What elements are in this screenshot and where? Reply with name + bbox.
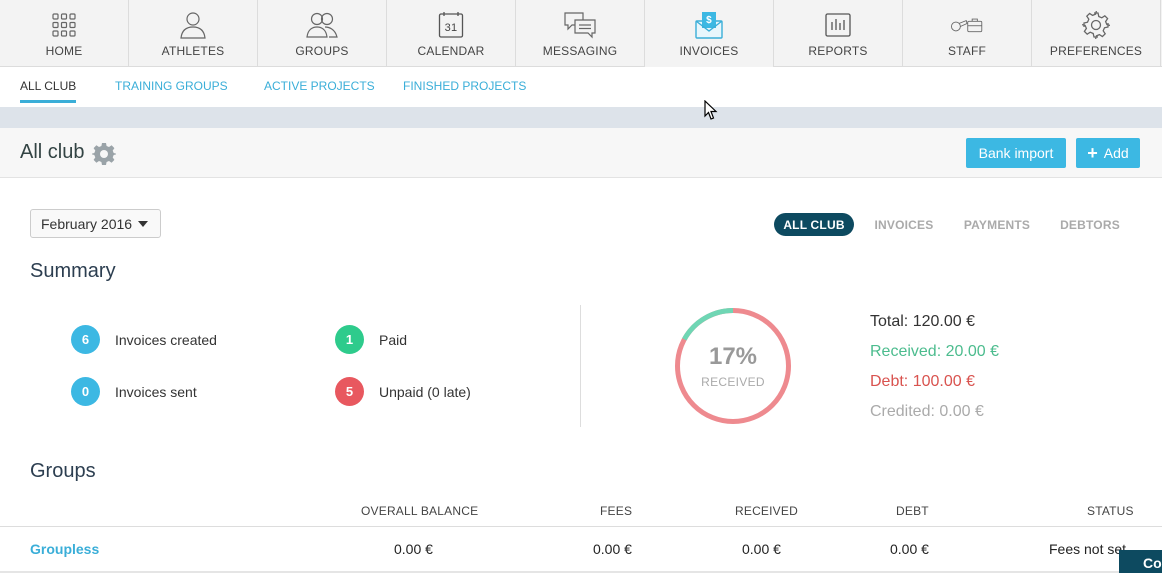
chat-widget-button[interactable]: Co	[1119, 550, 1162, 573]
nav-home[interactable]: HOME	[0, 0, 129, 67]
stat-invoices-created: 6 Invoices created	[71, 325, 217, 354]
month-selector[interactable]: February 2016	[30, 209, 161, 238]
received-donut-chart	[675, 308, 791, 424]
cell-fees: 0.00 €	[593, 541, 632, 557]
col-status: STATUS	[1087, 504, 1134, 518]
add-button[interactable]: + Add	[1076, 138, 1140, 168]
cell-overall-balance: 0.00 €	[394, 541, 433, 557]
nav-reports[interactable]: REPORTS	[774, 0, 903, 67]
invoice-envelope-icon: $	[692, 8, 726, 42]
group-name-link[interactable]: Groupless	[30, 541, 100, 557]
nav-invoices-label: INVOICES	[679, 44, 739, 58]
col-overall-balance: OVERALL BALANCE	[361, 504, 479, 518]
cell-received: 0.00 €	[742, 541, 781, 557]
view-invoices[interactable]: INVOICES	[874, 217, 934, 232]
groups-title: Groups	[30, 460, 96, 482]
chat-bubbles-icon	[563, 8, 597, 42]
nav-athletes-label: ATHLETES	[161, 44, 225, 58]
separator-band	[0, 107, 1162, 128]
col-debt: DEBT	[896, 504, 929, 518]
table-divider	[0, 526, 1162, 527]
bar-report-icon	[821, 8, 855, 42]
add-button-label: Add	[1103, 145, 1129, 161]
cell-debt: 0.00 €	[890, 541, 929, 557]
stat-label: Invoices created	[115, 331, 217, 348]
nav-athletes[interactable]: ATHLETES	[129, 0, 258, 67]
nav-calendar-label: CALENDAR	[417, 44, 485, 58]
main-navigation: HOME ATHLETES GROUPS 31 CALENDAR	[0, 0, 1162, 67]
nav-messaging-label: MESSAGING	[542, 44, 618, 58]
donut-received-arc	[675, 308, 791, 424]
nav-invoices[interactable]: $ INVOICES	[645, 0, 774, 67]
whistle-briefcase-icon	[950, 8, 984, 42]
mouse-cursor-icon	[704, 100, 718, 120]
nav-groups-label: GROUPS	[295, 44, 349, 58]
nav-preferences[interactable]: PREFERENCES	[1032, 0, 1161, 67]
nav-home-label: HOME	[45, 44, 83, 58]
caret-down-icon	[138, 220, 149, 227]
calendar-icon-day: 31	[445, 22, 458, 34]
donut-caption: RECEIVED	[701, 375, 765, 389]
view-debtors[interactable]: DEBTORS	[1060, 217, 1120, 232]
calendar-icon: 31	[434, 8, 468, 42]
people-icon	[305, 8, 339, 42]
bank-import-button[interactable]: Bank import	[966, 138, 1066, 168]
summary-title: Summary	[30, 260, 116, 282]
stat-paid: 1 Paid	[335, 325, 407, 354]
month-selector-value: February 2016	[41, 215, 133, 232]
page-title: All club	[20, 141, 85, 163]
tab-active-projects[interactable]: ACTIVE PROJECTS	[264, 79, 375, 93]
stat-label: Paid	[379, 331, 408, 348]
col-fees: FEES	[600, 504, 633, 518]
nav-staff[interactable]: STAFF	[903, 0, 1032, 67]
tab-finished-projects[interactable]: FINISHED PROJECTS	[403, 79, 527, 93]
nav-messaging[interactable]: MESSAGING	[516, 0, 645, 67]
stat-label: Unpaid (0 late)	[379, 383, 471, 400]
gear-icon	[1079, 8, 1113, 42]
stat-unpaid: 5 Unpaid (0 late)	[335, 377, 471, 406]
nav-reports-label: REPORTS	[808, 44, 868, 58]
stat-count-badge: 6	[71, 325, 100, 354]
stat-count-badge: 1	[335, 325, 364, 354]
nav-staff-label: STAFF	[947, 44, 987, 58]
stat-label: Invoices sent	[115, 383, 197, 400]
sub-tabs: ALL CLUB TRAINING GROUPS ACTIVE PROJECTS…	[0, 67, 1162, 107]
invoice-dollar-sign: $	[706, 15, 712, 26]
person-icon	[176, 8, 210, 42]
col-received: RECEIVED	[735, 504, 798, 518]
page-header: All club Bank import + Add	[0, 128, 1162, 178]
nav-calendar[interactable]: 31 CALENDAR	[387, 0, 516, 67]
grid-icon	[47, 8, 81, 42]
view-payments[interactable]: PAYMENTS	[963, 217, 1031, 232]
tab-all-club[interactable]: ALL CLUB	[20, 79, 77, 103]
debt-amount: Debt: 100.00 €	[870, 373, 975, 390]
cell-status: Fees not set	[1049, 541, 1127, 557]
stat-count-badge: 5	[335, 377, 364, 406]
received-amount: Received: 20.00 €	[870, 343, 999, 360]
nav-preferences-label: PREFERENCES	[1049, 44, 1143, 58]
stat-count-badge: 0	[71, 377, 100, 406]
plus-icon: +	[1087, 143, 1098, 163]
table-bottom-border	[0, 571, 1162, 573]
credited-amount: Credited: 0.00 €	[870, 403, 984, 420]
view-all-club[interactable]: ALL CLUB	[774, 213, 854, 236]
stat-invoices-sent: 0 Invoices sent	[71, 377, 197, 406]
donut-percent: 17%	[708, 343, 758, 370]
total-amount: Total: 120.00 €	[870, 313, 975, 330]
nav-groups[interactable]: GROUPS	[258, 0, 387, 67]
settings-gear-icon[interactable]	[92, 142, 116, 166]
summary-divider	[580, 305, 581, 427]
tab-training-groups[interactable]: TRAINING GROUPS	[115, 79, 228, 93]
